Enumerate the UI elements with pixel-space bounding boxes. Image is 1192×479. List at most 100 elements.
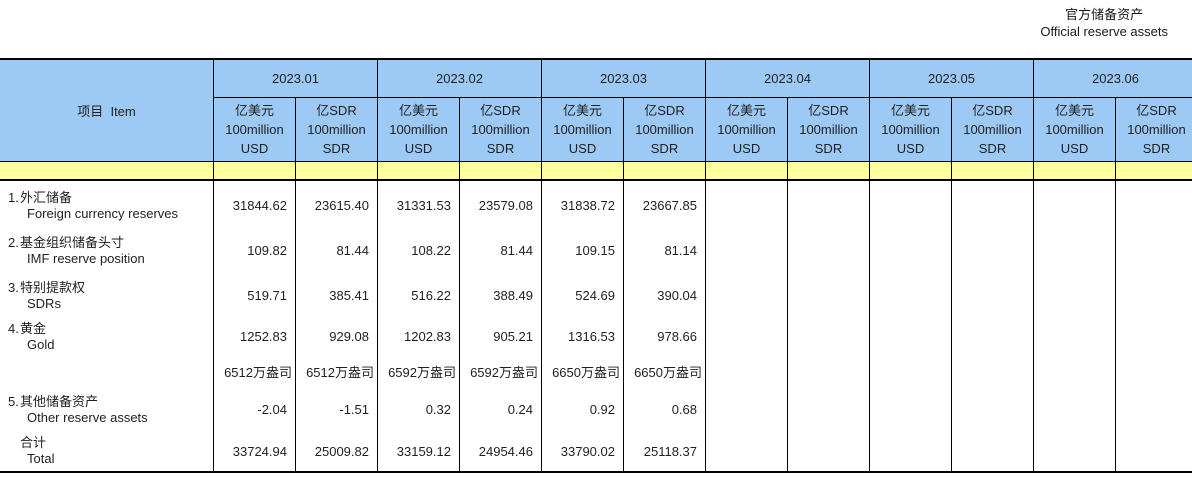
value-cell xyxy=(1116,228,1192,273)
unit-code-label: USD xyxy=(896,141,925,156)
unit-header-sdr: 亿SDR 100million SDR xyxy=(951,98,1033,162)
value-cell xyxy=(788,273,869,318)
unit-header-usd: 亿美元 100million USD xyxy=(377,98,459,162)
value-cell xyxy=(1034,355,1115,388)
item-header-cell: 项目 Item xyxy=(0,60,213,162)
value-cell xyxy=(870,355,951,388)
value-cell: 31331.53 xyxy=(396,198,451,213)
unit-code-label: SDR xyxy=(322,141,351,156)
row-name-zh: 黄金 xyxy=(20,320,47,336)
value-cell: 23615.40 xyxy=(314,198,369,213)
yellow-band-cell xyxy=(705,162,787,179)
value-cell xyxy=(706,273,787,318)
value-cell: 0.92 xyxy=(589,402,615,417)
month-header: 2023.06 xyxy=(1033,60,1192,98)
unit-code-label: USD xyxy=(732,141,761,156)
value-cell xyxy=(952,431,1033,471)
value-cell: 108.22 xyxy=(411,243,451,258)
yellow-band-cell xyxy=(951,162,1033,179)
yellow-band-cell xyxy=(541,162,623,179)
row-name-zh: 特别提款权 xyxy=(20,279,86,295)
unit-code-label: USD xyxy=(568,141,597,156)
value-cell xyxy=(1034,228,1115,273)
unit-scale-label: 100million xyxy=(635,122,694,137)
unit-header-sdr: 亿SDR 100million SDR xyxy=(295,98,377,162)
value-column-2023-01-sdr: 23615.40 81.44 385.41 929.08 6512万盎司 -1.… xyxy=(295,181,377,471)
value-cell xyxy=(706,431,787,471)
row-name-zh: 合计 xyxy=(20,435,47,450)
unit-code-label: USD xyxy=(404,141,433,156)
value-column-2023-01-usd: 31844.62 109.82 519.71 1252.83 6512万盎司 -… xyxy=(213,181,295,471)
yellow-band-cell xyxy=(623,162,705,179)
value-cell: 1252.83 xyxy=(240,329,287,344)
value-cell: 81.44 xyxy=(336,243,369,258)
month-header: 2023.03 xyxy=(541,60,705,98)
unit-code-label: USD xyxy=(1060,141,1089,156)
value-cell: 905.21 xyxy=(493,329,533,344)
value-cell xyxy=(788,183,869,228)
value-cell xyxy=(1034,183,1115,228)
yellow-band-cell xyxy=(869,162,951,179)
value-cell xyxy=(1116,273,1192,318)
value-cell: 0.68 xyxy=(671,402,697,417)
month-header: 2023.05 xyxy=(869,60,1033,98)
row-name-zh: 基金组织储备头寸 xyxy=(20,234,125,250)
row-label-other-reserve-assets: 5.其他储备资产 Other reserve assets xyxy=(0,388,213,431)
value-column-2023-05-sdr xyxy=(951,181,1033,471)
value-cell: 33790.02 xyxy=(560,443,615,459)
yellow-band-cell xyxy=(377,162,459,179)
row-name-en: Other reserve assets xyxy=(27,409,148,425)
value-cell: 6512万盎司 xyxy=(224,365,292,380)
row-label-sdrs: 3.特别提款权 SDRs xyxy=(0,273,213,318)
month-row: 2023.01 2023.02 2023.03 2023.04 2023.05 … xyxy=(213,60,1192,98)
value-cell xyxy=(706,183,787,228)
yellow-band-cell xyxy=(787,162,869,179)
value-cell xyxy=(870,273,951,318)
row-label-line1: 5.其他储备资产 xyxy=(0,394,213,410)
value-column-2023-04-sdr xyxy=(787,181,869,471)
value-cell xyxy=(706,355,787,388)
value-cell xyxy=(870,431,951,471)
value-cell: 25009.82 xyxy=(314,443,369,459)
unit-scale-label: 100million xyxy=(307,122,366,137)
value-cell xyxy=(1116,431,1192,471)
row-label-line1: 2.基金组织储备头寸 xyxy=(0,235,213,251)
value-cell: 33159.12 xyxy=(396,443,451,459)
row-label-gold-ounces xyxy=(0,355,213,388)
value-cell xyxy=(788,431,869,471)
yellow-band xyxy=(0,162,1192,179)
row-label-line1: 合计 xyxy=(0,435,213,451)
value-column-2023-06-usd xyxy=(1033,181,1115,471)
unit-row: 亿美元 100million USD 亿SDR 100million SDR 亿… xyxy=(213,98,1192,162)
unit-header-sdr: 亿SDR 100million SDR xyxy=(623,98,705,162)
row-label-line1: 1.外汇储备 xyxy=(0,190,213,206)
value-cell xyxy=(706,318,787,355)
page-title-en: Official reserve assets xyxy=(1040,24,1168,39)
unit-header-usd: 亿美元 100million USD xyxy=(1033,98,1115,162)
item-column: 1.外汇储备 Foreign currency reserves 2.基金组织储… xyxy=(0,181,213,471)
value-column-2023-03-sdr: 23667.85 81.14 390.04 978.66 6650万盎司 0.6… xyxy=(623,181,705,471)
month-header: 2023.02 xyxy=(377,60,541,98)
value-cell: 929.08 xyxy=(329,329,369,344)
value-cell: 23579.08 xyxy=(478,198,533,213)
unit-header-sdr: 亿SDR 100million SDR xyxy=(1115,98,1192,162)
value-cell xyxy=(1116,183,1192,228)
unit-header-usd: 亿美元 100million USD xyxy=(705,98,787,162)
unit-header-sdr: 亿SDR 100million SDR xyxy=(459,98,541,162)
value-cell: 6592万盎司 xyxy=(388,365,456,380)
value-cell: 25118.37 xyxy=(643,443,697,459)
unit-code-label: SDR xyxy=(650,141,679,156)
value-cell xyxy=(788,318,869,355)
row-label-total: 合计 Total xyxy=(0,431,213,471)
value-cell: 81.44 xyxy=(500,243,533,258)
value-cell: 23667.85 xyxy=(642,198,697,213)
row-name-zh: 外汇储备 xyxy=(20,189,73,205)
value-cell xyxy=(706,388,787,431)
row-name-en: Gold xyxy=(27,336,55,352)
reserve-assets-table: 项目 Item 2023.01 2023.02 2023.03 2023.04 … xyxy=(0,58,1192,473)
month-header: 2023.01 xyxy=(213,60,377,98)
value-cell xyxy=(788,388,869,431)
unit-scale-label: 100million xyxy=(1127,122,1186,137)
page-title: 官方储备资产 Official reserve assets xyxy=(1040,6,1168,40)
